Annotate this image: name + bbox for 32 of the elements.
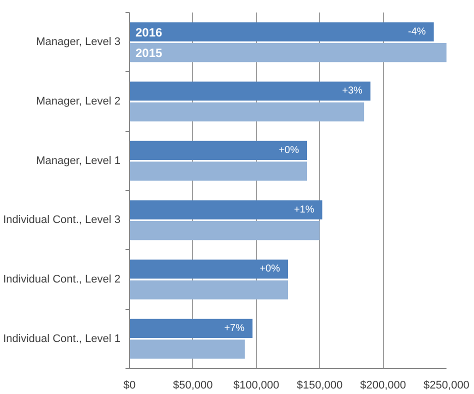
x-tick-label: $150,000 [296, 380, 343, 392]
y-tick-label: Individual Cont., Level 1 [3, 332, 121, 345]
y-tick-label: Manager, Level 3 [36, 36, 120, 48]
bar [130, 340, 245, 359]
bar [130, 162, 308, 181]
annotation: -4% [408, 26, 426, 38]
bar [130, 280, 288, 300]
bar [130, 318, 252, 338]
bar [130, 220, 320, 240]
bar [130, 102, 364, 122]
y-tick-label: Individual Cont., Level 3 [3, 214, 121, 226]
series-label: 2015 [136, 46, 163, 60]
bar [130, 200, 322, 220]
x-tick-label: $0 [123, 380, 136, 392]
bar [130, 82, 370, 101]
annotation: +1% [294, 204, 314, 216]
x-tick-label: $200,000 [360, 380, 406, 392]
y-tick-label: Manager, Level 1 [36, 154, 120, 167]
y-tick-label: Manager, Level 2 [36, 96, 120, 108]
series-label: 2016 [136, 25, 163, 40]
annotation: +7% [224, 322, 245, 334]
y-tick-label: Individual Cont., Level 2 [3, 274, 121, 286]
x-tick-label: $50,000 [173, 380, 213, 392]
bar [130, 260, 288, 279]
bar [130, 42, 446, 62]
annotation: +0% [278, 144, 300, 156]
x-tick-label: $250,000 [424, 380, 470, 392]
bar [130, 140, 308, 160]
x-tick-label: $100,000 [233, 380, 280, 392]
annotation: +0% [260, 264, 280, 275]
annotation: +3% [342, 86, 363, 97]
bar [130, 22, 434, 42]
